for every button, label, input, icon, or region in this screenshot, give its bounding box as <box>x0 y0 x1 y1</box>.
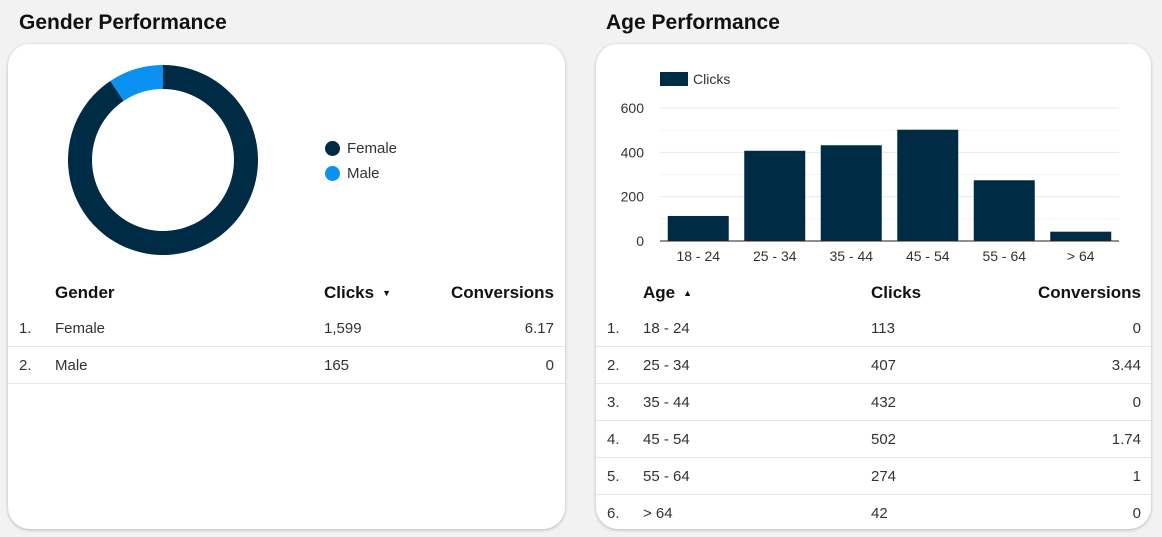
header-gender[interactable]: Gender <box>55 283 115 302</box>
y-tick-label: 600 <box>621 100 645 116</box>
row-conversions: 3.44 <box>991 346 1141 384</box>
row-clicks: 165 <box>324 346 424 384</box>
bar-18-24[interactable] <box>667 215 729 241</box>
age-table-header: Age ▲ Clicks Conversions <box>596 276 1151 310</box>
row-conversions: 0 <box>991 494 1141 529</box>
row-clicks: 42 <box>871 494 991 529</box>
legend-label-female: Female <box>347 140 398 157</box>
row-label: 35 - 44 <box>643 383 871 421</box>
row-label: Female <box>55 310 324 347</box>
age-section-title: Age Performance <box>606 11 780 34</box>
donut-slice-male[interactable] <box>110 65 163 101</box>
row-index: 6. <box>596 494 643 529</box>
legend-item-female[interactable]: Female <box>325 136 397 161</box>
row-label: 25 - 34 <box>643 346 871 384</box>
table-row[interactable]: 4. 45 - 54 502 1.74 <box>596 420 1151 458</box>
x-tick-label: 55 - 64 <box>982 248 1026 264</box>
gender-legend: Female Male <box>325 136 397 186</box>
female-swatch <box>325 141 340 156</box>
male-swatch <box>325 166 340 181</box>
age-card: 0 200 400 600 18 - 24 25 - 34 35 - 44 45 - 54 55… <box>596 44 1151 529</box>
table-row[interactable]: 6. > 64 42 0 <box>596 494 1151 529</box>
row-label: > 64 <box>643 494 871 529</box>
header-clicks[interactable]: Clicks <box>871 283 922 302</box>
bar-25-34[interactable] <box>744 150 806 241</box>
row-conversions: 0 <box>991 383 1141 421</box>
header-age[interactable]: Age ▲ <box>643 276 871 310</box>
header-age-label: Age <box>643 283 676 302</box>
sort-asc-icon: ▲ <box>683 288 693 298</box>
row-index: 1. <box>596 310 643 347</box>
gender-table: Gender Clicks ▼ Conversions 1. Female 1,5… <box>8 276 565 384</box>
x-tick-label: 18 - 24 <box>676 248 720 264</box>
table-row[interactable]: 2. Male 165 0 <box>8 346 565 384</box>
row-label: 45 - 54 <box>643 420 871 458</box>
x-tick-label: > 64 <box>1067 248 1095 264</box>
x-tick-label: 45 - 54 <box>906 248 950 264</box>
table-row[interactable]: 5. 55 - 64 274 1 <box>596 457 1151 495</box>
row-label: 55 - 64 <box>643 457 871 495</box>
header-conversions[interactable]: Conversions <box>1038 283 1141 302</box>
row-clicks: 407 <box>871 346 991 384</box>
y-tick-label: 400 <box>621 144 645 160</box>
age-table: Age ▲ Clicks Conversions 1. 18 - 24 113 0 2. 2… <box>596 276 1151 529</box>
row-conversions: 1 <box>991 457 1141 495</box>
gender-table-header: Gender Clicks ▼ Conversions <box>8 276 565 310</box>
table-row[interactable]: 3. 35 - 44 432 0 <box>596 383 1151 421</box>
row-clicks: 274 <box>871 457 991 495</box>
row-index: 3. <box>596 383 643 421</box>
gender-card: Female Male Gender Clicks ▼ Conversions 1… <box>8 44 565 529</box>
sort-desc-icon: ▼ <box>382 288 392 298</box>
table-row[interactable]: 1. 18 - 24 113 0 <box>596 310 1151 347</box>
age-bar-chart: 0 200 400 600 18 - 24 25 - 34 35 - 44 45 - 54 55… <box>621 71 1119 264</box>
donut-slice-female[interactable] <box>68 65 259 256</box>
row-index: 1. <box>8 310 55 347</box>
legend-item-male[interactable]: Male <box>325 161 397 186</box>
y-tick-label: 0 <box>636 233 644 249</box>
legend-swatch-clicks <box>660 72 688 86</box>
row-index: 2. <box>596 346 643 384</box>
row-clicks: 502 <box>871 420 991 458</box>
row-index: 5. <box>596 457 643 495</box>
row-conversions: 0 <box>991 310 1141 347</box>
gender-donut-chart <box>68 65 259 256</box>
legend-label-male: Male <box>347 165 380 182</box>
row-label: 18 - 24 <box>643 310 871 347</box>
row-conversions: 1.74 <box>991 420 1141 458</box>
row-conversions: 6.17 <box>424 310 554 347</box>
legend-label-clicks[interactable]: Clicks <box>693 71 730 87</box>
table-row[interactable]: 1. Female 1,599 6.17 <box>8 310 565 347</box>
row-conversions: 0 <box>424 346 554 384</box>
row-clicks: 113 <box>871 310 991 347</box>
bar-55-64[interactable] <box>973 180 1035 241</box>
y-tick-label: 200 <box>621 189 645 205</box>
bar--64[interactable] <box>1050 231 1112 241</box>
row-clicks: 432 <box>871 383 991 421</box>
row-label: Male <box>55 346 324 384</box>
header-clicks-label: Clicks <box>324 283 375 302</box>
row-index: 4. <box>596 420 643 458</box>
x-tick-label: 25 - 34 <box>753 248 797 264</box>
bar-45-54[interactable] <box>897 129 959 241</box>
bar-35-44[interactable] <box>820 145 882 241</box>
x-tick-label: 35 - 44 <box>829 248 873 264</box>
row-index: 2. <box>8 346 55 384</box>
header-clicks[interactable]: Clicks ▼ <box>324 276 424 310</box>
header-conversions[interactable]: Conversions <box>451 283 554 302</box>
row-clicks: 1,599 <box>324 310 424 347</box>
table-row[interactable]: 2. 25 - 34 407 3.44 <box>596 346 1151 384</box>
gender-section-title: Gender Performance <box>19 11 227 34</box>
